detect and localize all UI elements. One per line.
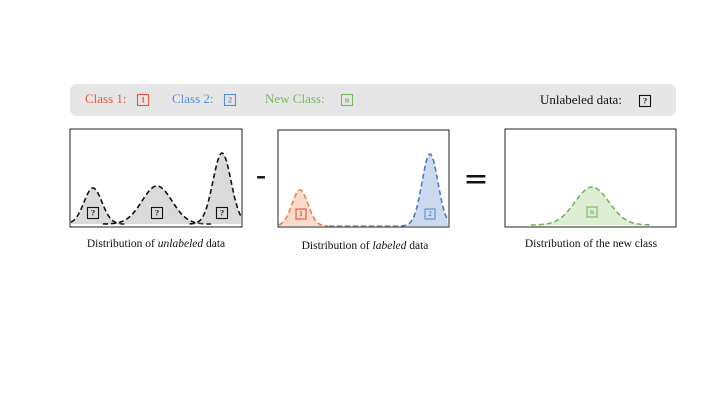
legend-bar <box>70 84 676 116</box>
icon-box <box>424 208 436 220</box>
icon-box <box>340 93 354 107</box>
legend-label: Class 2: <box>172 91 214 106</box>
icon-box <box>215 206 229 220</box>
caption: Distribution of unlabeled data <box>87 238 225 250</box>
curve-fill <box>103 186 211 224</box>
curve-fill <box>189 153 241 224</box>
legend-label: New Class: <box>265 91 325 106</box>
icon-glyph: ? <box>91 208 95 217</box>
caption: Distribution of the new class <box>525 238 658 250</box>
curve-fill <box>279 190 329 226</box>
icon-glyph: 1 <box>299 209 303 218</box>
icon-glyph: 2 <box>428 209 432 218</box>
icon-box <box>295 208 307 220</box>
icon-glyph: 2 <box>228 95 232 104</box>
caption: Distribution of labeled data <box>302 240 429 252</box>
curve <box>530 186 653 226</box>
icon-box <box>638 94 652 108</box>
legend-label: Class 1: <box>85 91 127 106</box>
curve-fill <box>401 154 448 226</box>
icon-box <box>136 93 150 107</box>
icon-glyph: n <box>345 95 350 104</box>
curve-fill <box>530 187 654 225</box>
curve <box>401 153 448 227</box>
panel-frame <box>504 128 677 228</box>
operator: = <box>463 162 488 197</box>
curve <box>278 189 328 227</box>
curve-fill <box>71 188 126 224</box>
icon-box <box>150 206 164 220</box>
icon-box <box>586 206 598 218</box>
operator: - <box>256 159 267 194</box>
icon-glyph: n <box>590 207 595 216</box>
icon-glyph: 1 <box>141 95 145 104</box>
curve <box>103 185 211 225</box>
curve <box>189 152 242 225</box>
icon-box <box>223 93 237 107</box>
icon-glyph: ? <box>643 96 647 105</box>
curve <box>70 187 125 225</box>
icon-glyph: ? <box>155 208 159 217</box>
icon-box <box>86 206 100 220</box>
icon-glyph: ? <box>220 208 224 217</box>
legend-label: Unlabeled data: <box>540 92 622 107</box>
